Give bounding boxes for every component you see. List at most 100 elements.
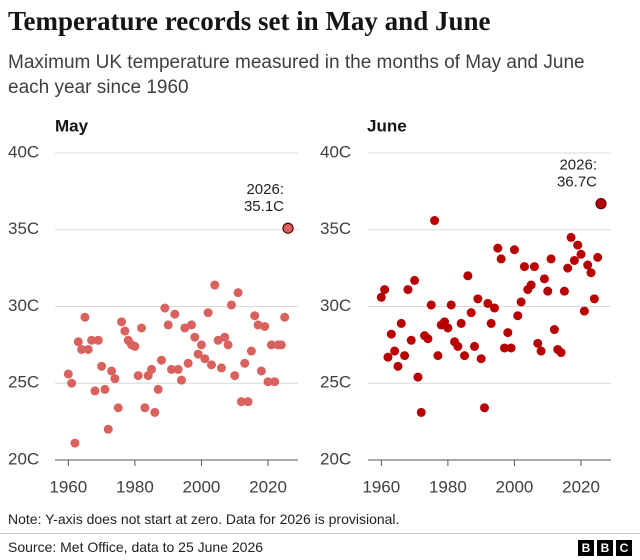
annotation: 35.1C [244,198,284,215]
point [533,338,543,348]
point [383,352,393,362]
annotation: 36.7C [557,174,597,191]
point [566,232,576,242]
y-tick-label: 35C [8,219,39,238]
point [107,366,117,376]
point [453,341,463,351]
point [446,300,456,310]
x-tick-label: 1980 [429,477,467,496]
logo-letter: B [597,540,613,556]
y-tick-label: 25C [320,373,351,392]
point [456,318,466,328]
point [390,346,400,356]
point [433,351,443,361]
point [77,344,87,354]
point [463,271,473,281]
logo: B B C [578,540,632,556]
point [400,351,410,361]
point [526,280,536,290]
point [516,297,526,307]
point [133,371,143,381]
point [110,374,120,384]
point [100,384,110,394]
point [396,318,406,328]
point [276,340,286,350]
subtitle: Maximum UK temperature measured in the m… [8,52,585,98]
point [240,358,250,368]
point [157,355,167,365]
point [573,240,583,250]
point [270,377,280,387]
title: Temperature records set in May and June [8,6,491,36]
point [486,318,496,328]
point [263,377,273,387]
x-tick-label: 2000 [496,477,534,496]
source: Source: Met Office, data to 25 June 2026 [8,539,264,555]
point [196,340,206,350]
point [256,366,266,376]
point [586,268,596,278]
point [556,348,566,358]
point [460,351,470,361]
point [423,334,433,344]
point [563,263,573,273]
point [90,386,100,396]
point [216,363,226,373]
point [393,361,403,371]
point [80,312,90,322]
point [489,303,499,313]
y-tick-label: 35C [320,219,351,238]
point [466,308,476,318]
point [117,317,127,327]
point [496,254,506,264]
point [536,346,546,356]
point [546,254,556,264]
point [380,285,390,295]
point [583,260,593,270]
point [589,294,599,304]
point [113,403,123,413]
point [559,286,569,296]
y-tick-label: 40C [8,142,39,161]
point [233,288,243,298]
point [236,397,246,407]
point [280,312,290,322]
point [403,285,413,295]
point [410,275,420,285]
point [206,360,216,370]
point [549,325,559,335]
point [539,274,549,284]
point [266,340,276,350]
point [97,361,107,371]
point [519,262,529,272]
point [579,306,589,316]
point [503,328,513,338]
point [386,329,396,339]
point [223,340,233,350]
point [416,407,426,417]
panel-title: May [55,116,89,135]
point [186,320,196,330]
point [103,424,113,434]
x-tick-label: 1960 [362,477,400,496]
separator [0,533,640,534]
point [499,343,509,353]
point [120,326,130,336]
point [226,300,236,310]
point [443,323,453,333]
y-tick-label: 30C [8,296,39,315]
y-tick-label: 30C [320,296,351,315]
point [153,384,163,394]
point [430,216,440,226]
point [569,255,579,265]
x-tick-label: 2000 [183,477,221,496]
point [200,354,210,364]
point [593,252,603,262]
point [190,332,200,342]
point [282,222,294,234]
point [163,320,173,330]
point [406,335,416,345]
point [506,343,516,353]
